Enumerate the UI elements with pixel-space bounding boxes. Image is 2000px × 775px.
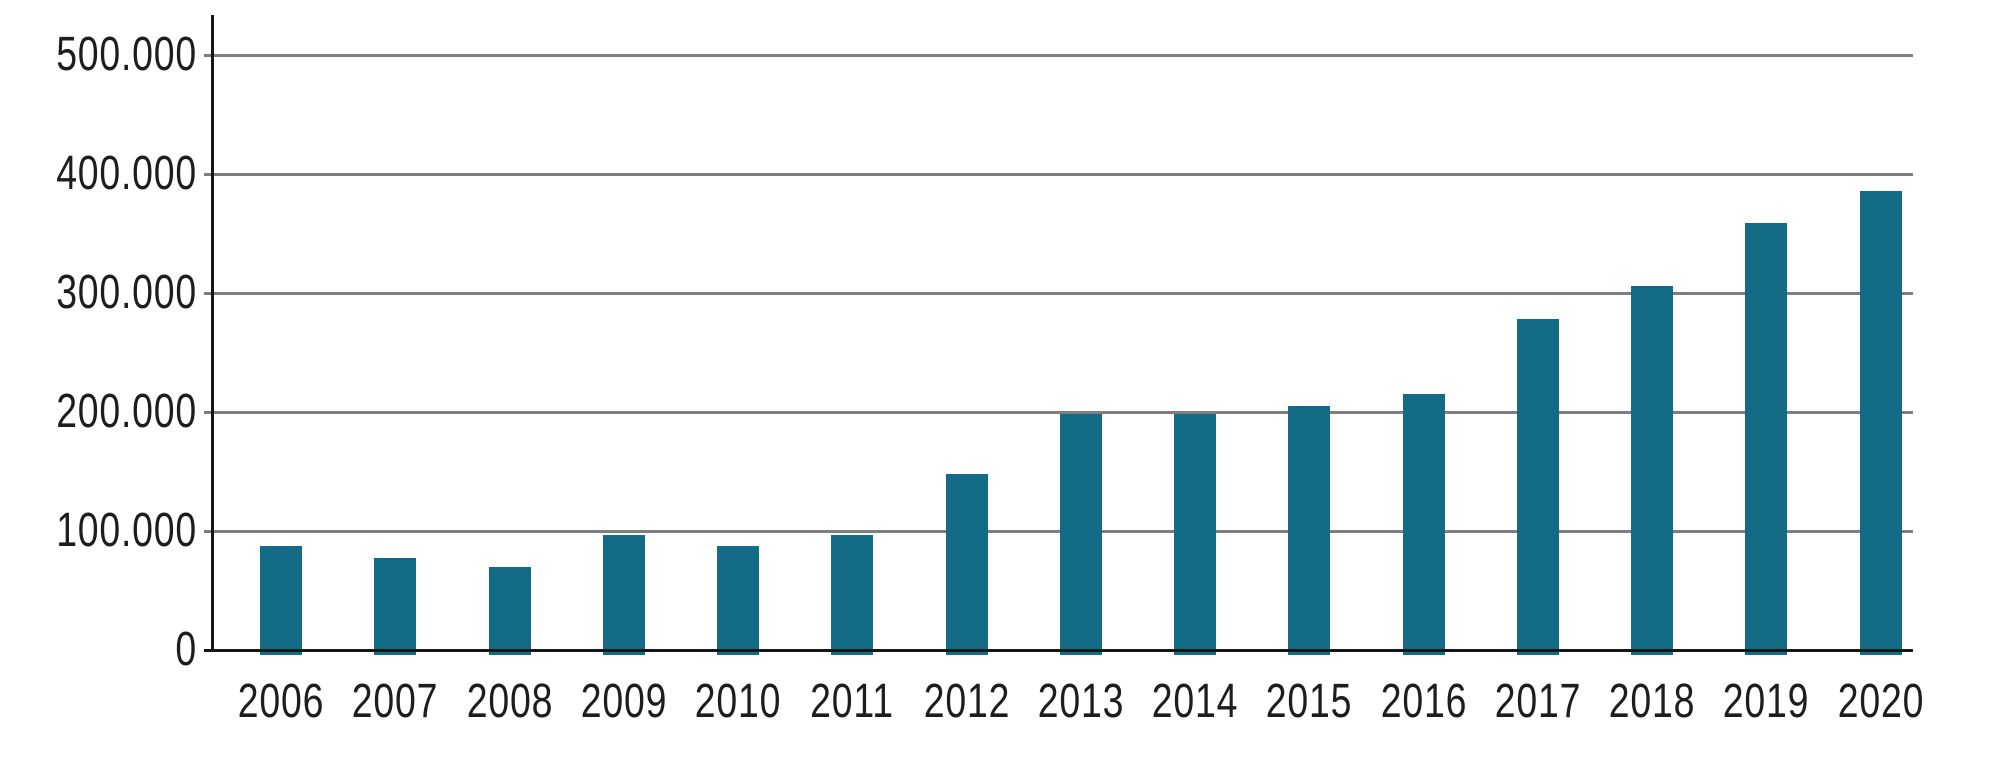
bar-2018 bbox=[1631, 286, 1673, 655]
x-tick-label-2013: 2013 bbox=[1037, 675, 1125, 728]
x-tick-label-2007: 2007 bbox=[351, 675, 439, 728]
bar-2008 bbox=[489, 567, 531, 655]
x-tick-label-2015: 2015 bbox=[1265, 675, 1353, 728]
bar-2011 bbox=[831, 535, 873, 655]
x-tick-label-2012: 2012 bbox=[923, 675, 1011, 728]
x-tick-label-2016: 2016 bbox=[1380, 675, 1468, 728]
y-axis-line bbox=[211, 15, 214, 652]
x-tick-label-2011: 2011 bbox=[810, 675, 894, 728]
bar-2019 bbox=[1745, 223, 1787, 655]
x-tick-label-2020: 2020 bbox=[1837, 675, 1925, 728]
gridline-500000 bbox=[204, 54, 1913, 57]
gridline-400000 bbox=[204, 173, 1913, 176]
x-tick-label-2019: 2019 bbox=[1722, 675, 1810, 728]
bar-2015 bbox=[1288, 406, 1330, 655]
bar-2007 bbox=[374, 558, 416, 655]
gridline-300000 bbox=[204, 292, 1913, 295]
y-tick-label-0: 0 bbox=[175, 623, 197, 676]
gridline-200000 bbox=[204, 411, 1913, 414]
x-axis-line bbox=[204, 649, 1913, 652]
bar-2014 bbox=[1174, 414, 1216, 655]
gridline-100000 bbox=[204, 530, 1913, 533]
y-tick-label-200000: 200.000 bbox=[56, 385, 198, 438]
y-tick-label-300000: 300.000 bbox=[56, 266, 198, 319]
x-tick-label-2018: 2018 bbox=[1608, 675, 1696, 728]
bar-2012 bbox=[946, 474, 988, 655]
x-tick-label-2010: 2010 bbox=[694, 675, 782, 728]
y-tick-label-100000: 100.000 bbox=[56, 504, 198, 557]
x-tick-label-2014: 2014 bbox=[1151, 675, 1239, 728]
x-tick-label-2008: 2008 bbox=[466, 675, 554, 728]
y-tick-label-400000: 400.000 bbox=[56, 147, 198, 200]
x-tick-label-2017: 2017 bbox=[1494, 675, 1582, 728]
x-tick-label-2006: 2006 bbox=[237, 675, 325, 728]
bar-2009 bbox=[603, 535, 645, 655]
bar-2020 bbox=[1860, 191, 1902, 655]
bar-2013 bbox=[1060, 414, 1102, 655]
bar-2010 bbox=[717, 546, 759, 655]
y-tick-label-500000: 500.000 bbox=[56, 28, 198, 81]
bar-2006 bbox=[260, 546, 302, 655]
x-tick-label-2009: 2009 bbox=[580, 675, 668, 728]
bar-2016 bbox=[1403, 394, 1445, 655]
bar-2017 bbox=[1517, 319, 1559, 655]
